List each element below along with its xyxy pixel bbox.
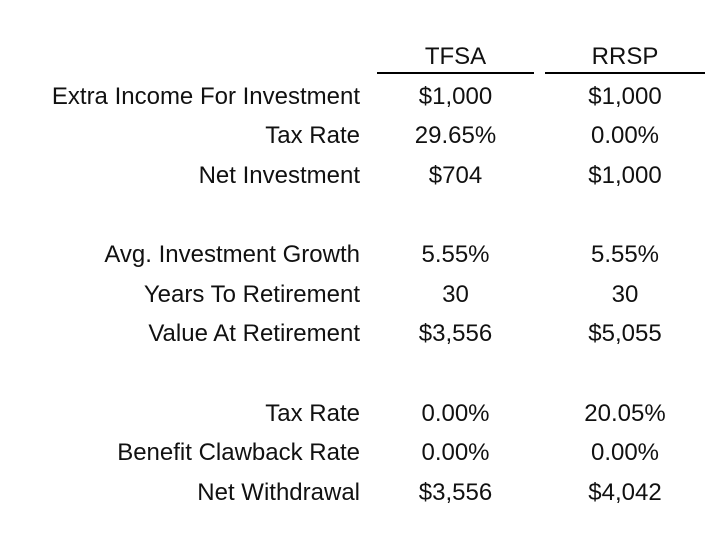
rrsp-value: 0.00% — [590, 439, 660, 466]
tfsa-value: 0.00% — [421, 439, 490, 466]
row-label: Years To Retirement — [143, 281, 360, 308]
tfsa-value: 30 — [442, 281, 469, 308]
rrsp-value: 0.00% — [590, 122, 660, 149]
table-row: Tax Rate 29.65% 0.00% — [0, 119, 723, 153]
table-row: Benefit Clawback Rate 0.00% 0.00% — [0, 436, 723, 470]
rrsp-value: $5,055 — [588, 320, 662, 347]
tfsa-value: 29.65% — [414, 122, 497, 149]
row-label: Net Investment — [198, 162, 360, 189]
tfsa-value: $3,556 — [418, 479, 493, 506]
column-header-rrsp: RRSP — [545, 42, 705, 74]
rrsp-value: $1,000 — [588, 162, 662, 189]
row-label: Extra Income For Investment — [51, 83, 360, 110]
table-row: Extra Income For Investment $1,000 $1,00… — [0, 80, 723, 114]
row-label: Avg. Investment Growth — [104, 241, 360, 268]
table-row: Years To Retirement 30 30 — [0, 278, 723, 312]
row-label: Net Withdrawal — [197, 479, 360, 506]
rrsp-value: 20.05% — [584, 400, 666, 427]
tfsa-value: $704 — [428, 162, 483, 189]
table-row: Tax Rate 0.00% 20.05% — [0, 397, 723, 431]
rrsp-value: $1,000 — [588, 83, 662, 110]
rrsp-value: 5.55% — [590, 241, 660, 268]
tfsa-value: 0.00% — [421, 400, 490, 427]
rrsp-value: 30 — [611, 281, 639, 308]
table-row: Net Withdrawal $3,556 $4,042 — [0, 476, 723, 510]
row-label: Tax Rate — [265, 400, 360, 427]
row-label: Benefit Clawback Rate — [117, 439, 360, 466]
tfsa-value: 5.55% — [421, 241, 490, 268]
table-row: Value At Retirement $3,556 $5,055 — [0, 317, 723, 351]
tfsa-value: $3,556 — [418, 320, 493, 347]
table-row: Net Investment $704 $1,000 — [0, 159, 723, 193]
tfsa-value: $1,000 — [418, 83, 493, 110]
column-header-tfsa: TFSA — [377, 42, 534, 74]
table-row: Avg. Investment Growth 5.55% 5.55% — [0, 238, 723, 272]
rrsp-value: $4,042 — [588, 479, 662, 506]
row-label: Tax Rate — [265, 122, 360, 149]
row-label: Value At Retirement — [148, 320, 360, 347]
